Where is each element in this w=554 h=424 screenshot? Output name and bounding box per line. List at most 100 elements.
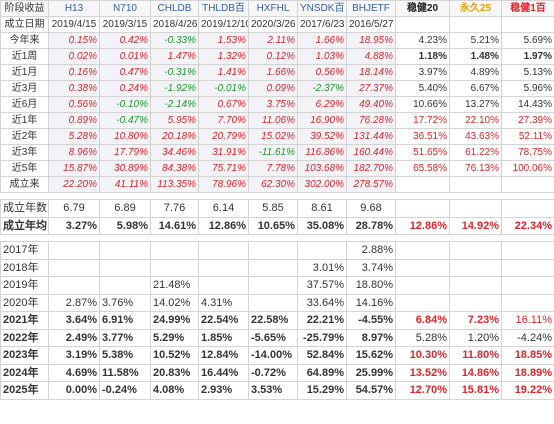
portfolio-year-cell[interactable]: 14.86% — [449, 363, 502, 382]
year-return-cell[interactable] — [248, 258, 298, 277]
portfolio-year-cell[interactable]: 5.28% — [395, 328, 450, 347]
year-return-cell[interactable]: 21.48% — [150, 276, 199, 295]
empty-cell[interactable] — [198, 192, 249, 200]
return-cell[interactable]: 0.89% — [48, 112, 100, 129]
portfolio-cell[interactable]: 14.43% — [501, 96, 554, 113]
row-label-cell[interactable]: 近1月 — [0, 64, 49, 81]
year-return-cell[interactable]: 52.84% — [297, 346, 347, 365]
return-cell[interactable]: 8.96% — [48, 144, 100, 161]
return-cell[interactable]: 5.28% — [48, 128, 100, 145]
portfolio-year-cell[interactable] — [395, 293, 450, 312]
return-cell[interactable]: -0.01% — [198, 80, 249, 97]
year-return-cell[interactable]: 10.52% — [150, 346, 199, 365]
annual-cell[interactable]: 35.08% — [297, 216, 347, 235]
fund-header-cell[interactable]: BHJETF — [346, 0, 396, 17]
year-return-cell[interactable] — [198, 241, 249, 260]
year-return-cell[interactable]: -5.65% — [248, 328, 298, 347]
row-label-cell[interactable]: 近1年 — [0, 112, 49, 129]
return-cell[interactable]: 0.38% — [48, 80, 100, 97]
return-cell[interactable]: 5.95% — [150, 112, 199, 129]
return-cell[interactable]: 1.03% — [297, 48, 347, 65]
year-return-cell[interactable]: 6.91% — [99, 311, 151, 330]
empty-cell[interactable] — [395, 16, 450, 33]
return-cell[interactable]: 103.68% — [297, 160, 347, 177]
empty-cell[interactable] — [449, 199, 502, 218]
return-cell[interactable]: 7.70% — [198, 112, 249, 129]
return-cell[interactable]: 31.91% — [198, 144, 249, 161]
return-cell[interactable]: 18.14% — [346, 64, 396, 81]
date-cell[interactable]: 2019/3/15 — [99, 16, 151, 33]
empty-cell[interactable] — [346, 234, 396, 242]
portfolio-cell[interactable]: 78.75% — [501, 144, 554, 161]
return-cell[interactable]: -0.10% — [99, 96, 151, 113]
return-cell[interactable]: 113.35% — [150, 176, 199, 193]
annual-cell[interactable]: 12.86% — [198, 216, 249, 235]
year-return-cell[interactable]: 11.58% — [99, 363, 151, 382]
return-cell[interactable]: 39.52% — [297, 128, 347, 145]
year-return-cell[interactable]: 33.64% — [297, 293, 347, 312]
return-cell[interactable]: -2.37% — [297, 80, 347, 97]
empty-cell[interactable] — [501, 199, 554, 218]
row-label-cell[interactable]: 近3年 — [0, 144, 49, 161]
year-return-cell[interactable]: 2.49% — [48, 328, 100, 347]
row-label-cell[interactable]: 今年来 — [0, 32, 49, 49]
return-cell[interactable]: 18.95% — [346, 32, 396, 49]
portfolio-cell[interactable]: 43.63% — [449, 128, 502, 145]
portfolio-cell[interactable]: 5.96% — [501, 80, 554, 97]
fund-header-cell[interactable]: H13 — [48, 0, 100, 17]
return-cell[interactable]: 4.88% — [346, 48, 396, 65]
return-cell[interactable]: 49.40% — [346, 96, 396, 113]
return-cell[interactable]: 1.66% — [297, 32, 347, 49]
return-cell[interactable]: 10.80% — [99, 128, 151, 145]
year-return-cell[interactable]: 3.74% — [346, 258, 396, 277]
year-return-cell[interactable]: 20.83% — [150, 363, 199, 382]
row-label-cell[interactable]: 2022年 — [0, 328, 49, 347]
portfolio-cell[interactable]: 1.18% — [395, 48, 450, 65]
return-cell[interactable]: 20.18% — [150, 128, 199, 145]
empty-cell[interactable] — [198, 234, 249, 242]
annual-cell[interactable]: 3.27% — [48, 216, 100, 235]
row-label-cell[interactable]: 近5年 — [0, 160, 49, 177]
year-return-cell[interactable] — [48, 258, 100, 277]
date-cell[interactable]: 2019/12/10 — [198, 16, 249, 33]
date-cell[interactable]: 2020/3/26 — [248, 16, 298, 33]
portfolio-year-cell[interactable]: 11.80% — [449, 346, 502, 365]
empty-cell[interactable] — [248, 192, 298, 200]
row-label-cell[interactable]: 2020年 — [0, 293, 49, 312]
portfolio-year-cell[interactable] — [449, 293, 502, 312]
year-return-cell[interactable]: 3.01% — [297, 258, 347, 277]
year-return-cell[interactable]: 8.97% — [346, 328, 396, 347]
portfolio-cell[interactable]: 36.51% — [395, 128, 450, 145]
year-return-cell[interactable]: 15.29% — [297, 381, 347, 400]
fund-header-cell[interactable]: HXFHL — [248, 0, 298, 17]
portfolio-year-cell[interactable]: 18.89% — [501, 363, 554, 382]
year-return-cell[interactable] — [150, 258, 199, 277]
empty-cell[interactable] — [297, 234, 347, 242]
year-return-cell[interactable]: 25.99% — [346, 363, 396, 382]
year-return-cell[interactable]: -4.55% — [346, 311, 396, 330]
return-cell[interactable]: 11.06% — [248, 112, 298, 129]
year-return-cell[interactable]: 3.19% — [48, 346, 100, 365]
year-return-cell[interactable]: 5.38% — [99, 346, 151, 365]
portfolio-annual-cell[interactable]: 12.86% — [395, 216, 450, 235]
portfolio-cell[interactable] — [449, 176, 502, 193]
year-return-cell[interactable]: 54.57% — [346, 381, 396, 400]
year-return-cell[interactable]: 15.62% — [346, 346, 396, 365]
portfolio-year-cell[interactable]: 13.52% — [395, 363, 450, 382]
year-return-cell[interactable]: 5.29% — [150, 328, 199, 347]
portfolio-year-cell[interactable] — [395, 241, 450, 260]
year-return-cell[interactable]: 37.57% — [297, 276, 347, 295]
fund-header-cell[interactable]: N710 — [99, 0, 151, 17]
empty-cell[interactable] — [395, 192, 450, 200]
return-cell[interactable]: 22.20% — [48, 176, 100, 193]
annual-cell[interactable]: 28.78% — [346, 216, 396, 235]
years-cell[interactable]: 7.76 — [150, 199, 199, 218]
row-label-cell[interactable]: 2018年 — [0, 258, 49, 277]
year-return-cell[interactable]: 14.02% — [150, 293, 199, 312]
year-return-cell[interactable]: 24.99% — [150, 311, 199, 330]
return-cell[interactable]: 160.44% — [346, 144, 396, 161]
return-cell[interactable]: 1.53% — [198, 32, 249, 49]
year-return-cell[interactable]: -25.79% — [297, 328, 347, 347]
portfolio-year-cell[interactable]: 10.30% — [395, 346, 450, 365]
year-return-cell[interactable]: 64.89% — [297, 363, 347, 382]
